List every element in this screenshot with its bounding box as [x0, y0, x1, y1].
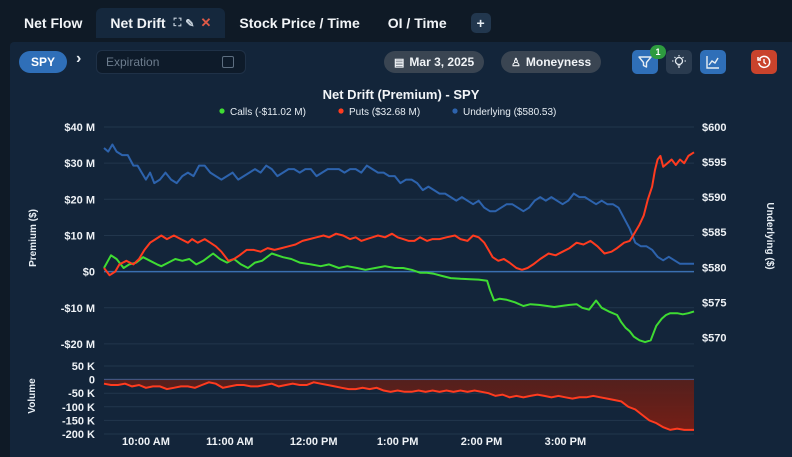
tab-label: OI / Time — [387, 15, 447, 31]
moneyness-button[interactable]: ♙ Moneyness — [501, 51, 602, 73]
person-icon: ♙ — [511, 56, 521, 69]
legend-calls-marker — [219, 108, 225, 114]
chevron-right-icon[interactable]: › — [76, 50, 82, 67]
date-label: Mar 3, 2025 — [409, 55, 475, 69]
filter-icon — [638, 56, 652, 68]
toolbar: SPY › Expiration ▤ Mar 3, 2025 ♙ Moneyne… — [10, 42, 792, 82]
tab-label: Stock Price / Time — [239, 15, 360, 31]
highlight-button[interactable] — [666, 50, 692, 74]
chart-title: Net Drift (Premium) - SPY — [323, 87, 480, 102]
time-tick-label: 2:00 PM — [461, 436, 503, 448]
expiration-field[interactable]: Expiration — [96, 50, 246, 74]
premium-tick-label: $10 M — [64, 230, 95, 242]
volume-tick-label: 0 — [89, 375, 95, 387]
volume-tick-label: -100 K — [62, 402, 95, 414]
tab-net-flow[interactable]: Net Flow — [10, 8, 96, 38]
expand-icon[interactable]: ⛶ — [173, 16, 182, 29]
underlying-tick-label: $590 — [702, 192, 726, 204]
underlying-tick-label: $570 — [702, 332, 726, 344]
premium-gridlines — [104, 126, 694, 345]
edit-icon[interactable]: ✎ — [185, 17, 195, 30]
legend-underlying-marker — [452, 108, 458, 114]
underlying-axis: $600 $595 $590 $585 $580 $575 $570 — [702, 122, 726, 344]
volume-area — [103, 379, 694, 431]
net-drift-chart: Net Drift (Premium) - SPY Calls (-$11.02… — [10, 82, 792, 457]
filter-count-badge: 1 — [650, 45, 666, 59]
underlying-line — [103, 143, 694, 265]
volume-tick-label: -150 K — [62, 415, 95, 427]
legend-puts[interactable]: Puts ($32.68 M) — [349, 107, 420, 118]
time-axis: 10:00 AM 11:00 AM 12:00 PM 1:00 PM 2:00 PM 3:… — [122, 436, 586, 448]
chart-icon — [706, 56, 719, 69]
underlying-axis-label: Underlying ($) — [764, 202, 775, 269]
calls-line — [103, 252, 695, 344]
legend: Calls (-$11.02 M) Puts ($32.68 M) Underl… — [219, 107, 556, 118]
premium-tick-label: $30 M — [64, 158, 95, 170]
volume-line — [103, 381, 694, 431]
tab-bar: Net Flow Net Drift ⛶ ✎ ✕ Stock Price / T… — [0, 0, 792, 42]
time-tick-label: 12:00 PM — [290, 436, 338, 448]
puts-line — [103, 151, 695, 277]
time-tick-label: 10:00 AM — [122, 436, 170, 448]
underlying-tick-label: $575 — [702, 297, 726, 309]
tab-stock-price-time[interactable]: Stock Price / Time — [225, 8, 373, 38]
calendar-icon — [222, 56, 234, 68]
history-icon — [757, 55, 771, 69]
premium-tick-label: -$20 M — [61, 339, 95, 351]
plus-icon: + — [476, 15, 485, 31]
tab-oi-time[interactable]: OI / Time — [374, 8, 461, 38]
calendar-icon: ▤ — [394, 56, 405, 69]
chart-panel: SPY › Expiration ▤ Mar 3, 2025 ♙ Moneyne… — [10, 42, 792, 457]
tab-net-drift[interactable]: Net Drift ⛶ ✎ ✕ — [96, 8, 226, 38]
underlying-tick-label: $580 — [702, 262, 726, 274]
lightbulb-icon — [672, 55, 686, 68]
chart-type-button[interactable] — [700, 50, 726, 74]
moneyness-label: Moneyness — [525, 55, 592, 69]
volume-fill — [104, 379, 694, 430]
premium-axis-label: Premium ($) — [28, 209, 39, 267]
premium-tick-label: $40 M — [64, 122, 95, 134]
underlying-tick-label: $600 — [702, 122, 726, 134]
premium-tick-label: $20 M — [64, 194, 95, 206]
time-tick-label: 3:00 PM — [545, 436, 587, 448]
volume-tick-label: 50 K — [72, 361, 95, 373]
reset-button[interactable] — [751, 50, 777, 74]
time-tick-label: 11:00 AM — [206, 436, 253, 448]
premium-axis: $40 M $30 M $20 M $10 M $0 -$10 M -$20 M — [61, 122, 95, 351]
series-lines — [103, 143, 695, 344]
expiration-placeholder: Expiration — [106, 55, 160, 69]
volume-axis: 50 K 0-50 K -100 K-150 K -200 K — [62, 361, 95, 441]
underlying-tick-label: $585 — [702, 227, 726, 239]
tab-label: Net Drift — [110, 15, 166, 31]
legend-puts-marker — [338, 108, 344, 114]
add-tab-button[interactable]: + — [470, 13, 491, 33]
ticker-button[interactable]: SPY — [19, 51, 68, 73]
date-button[interactable]: ▤ Mar 3, 2025 — [384, 51, 485, 73]
premium-tick-label: -$10 M — [61, 303, 95, 315]
time-tick-label: 1:00 PM — [377, 436, 419, 448]
legend-calls[interactable]: Calls (-$11.02 M) — [230, 107, 306, 118]
volume-tick-label: -200 K — [62, 429, 95, 441]
volume-tick-label: -50 K — [68, 388, 95, 400]
tab-label: Net Flow — [24, 15, 83, 31]
legend-underlying[interactable]: Underlying ($580.53) — [463, 107, 556, 118]
volume-axis-label: Volume — [27, 378, 38, 414]
close-icon[interactable]: ✕ — [200, 15, 212, 30]
underlying-tick-label: $595 — [702, 157, 726, 169]
premium-tick-label: $0 — [83, 267, 95, 279]
